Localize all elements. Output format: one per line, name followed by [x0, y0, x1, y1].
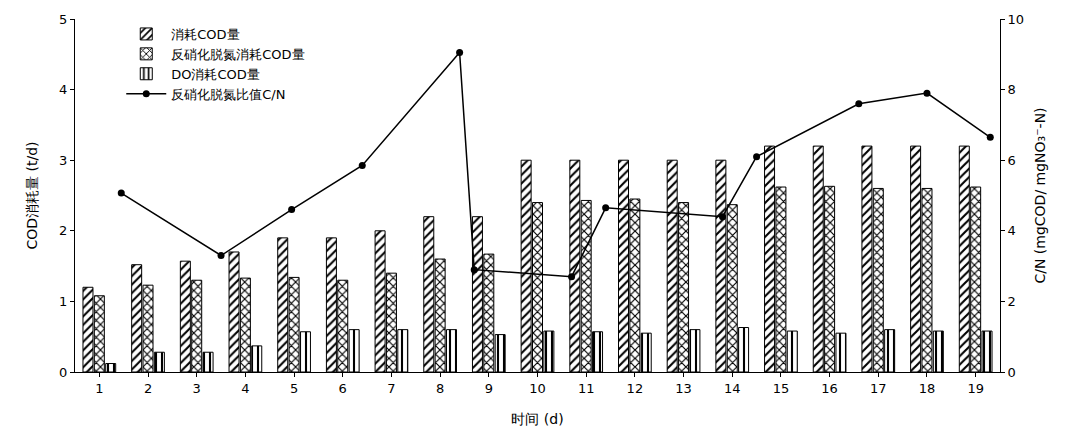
svg-text:3: 3 [193, 381, 201, 396]
svg-text:19: 19 [967, 381, 984, 396]
svg-text:5: 5 [59, 12, 67, 27]
svg-text:0: 0 [59, 365, 67, 380]
svg-text:反硝化脱氮比值C/N: 反硝化脱氮比值C/N [171, 87, 285, 102]
svg-text:0: 0 [1008, 365, 1016, 380]
svg-text:6: 6 [1008, 153, 1016, 168]
svg-text:8: 8 [436, 381, 444, 396]
svg-text:4: 4 [1008, 223, 1016, 238]
svg-text:1: 1 [95, 381, 103, 396]
svg-text:18: 18 [919, 381, 936, 396]
svg-text:4: 4 [59, 82, 67, 97]
svg-text:COD消耗量 (t/d): COD消耗量 (t/d) [24, 141, 40, 249]
svg-text:14: 14 [724, 381, 741, 396]
svg-text:8: 8 [1008, 82, 1016, 97]
svg-text:10: 10 [529, 381, 546, 396]
svg-text:C/N (mgCOD/ mgNO₃⁻-N): C/N (mgCOD/ mgNO₃⁻-N) [1032, 107, 1048, 283]
svg-text:3: 3 [59, 153, 67, 168]
svg-text:11: 11 [578, 381, 595, 396]
svg-text:9: 9 [485, 381, 493, 396]
svg-text:消耗COD量: 消耗COD量 [171, 27, 239, 42]
svg-text:DO消耗COD量: DO消耗COD量 [171, 67, 260, 82]
svg-text:1: 1 [59, 294, 67, 309]
svg-text:10: 10 [1008, 12, 1025, 27]
svg-text:6: 6 [339, 381, 347, 396]
svg-text:12: 12 [627, 381, 644, 396]
svg-text:2: 2 [59, 223, 67, 238]
svg-text:4: 4 [241, 381, 249, 396]
svg-text:2: 2 [1008, 294, 1016, 309]
svg-text:17: 17 [870, 381, 887, 396]
svg-text:16: 16 [821, 381, 838, 396]
svg-text:反硝化脱氮消耗COD量: 反硝化脱氮消耗COD量 [171, 47, 304, 62]
svg-text:15: 15 [773, 381, 790, 396]
svg-text:7: 7 [387, 381, 395, 396]
svg-text:5: 5 [290, 381, 298, 396]
svg-text:2: 2 [144, 381, 152, 396]
svg-text:时间 (d): 时间 (d) [511, 411, 563, 427]
svg-text:13: 13 [675, 381, 692, 396]
